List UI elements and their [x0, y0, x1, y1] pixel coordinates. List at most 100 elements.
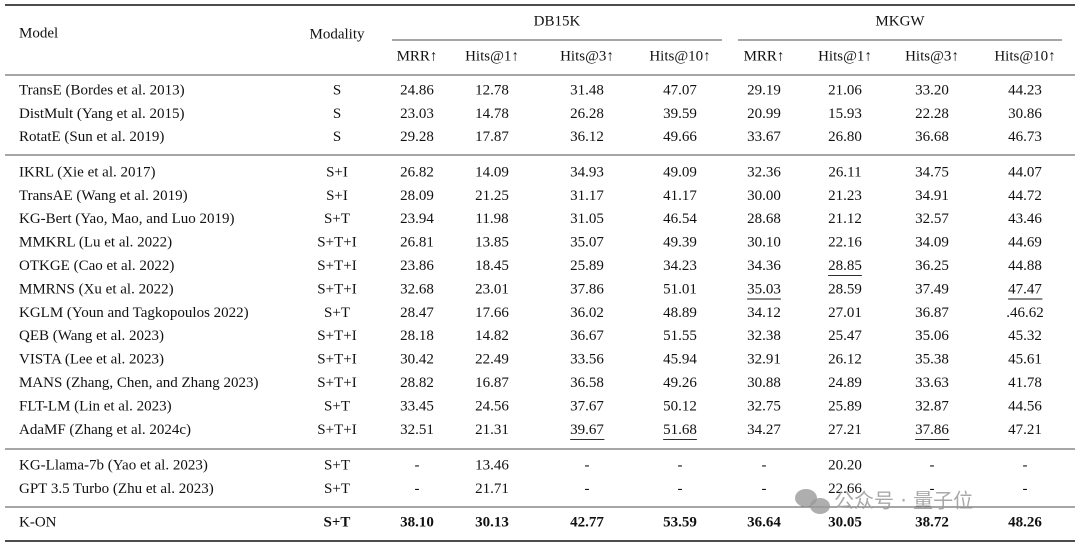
metric-value: 42.77	[570, 514, 604, 530]
model-name: VISTA (Lee et al. 2023)	[19, 352, 164, 368]
header-modality: Modality	[310, 26, 365, 42]
metric-value: 28.68	[747, 211, 781, 227]
metric-value: 24.56	[475, 398, 509, 414]
metric-value: 32.75	[747, 398, 781, 414]
model-name: KG-Llama-7b (Yao et al. 2023)	[19, 457, 208, 473]
header-metric: Hits@10↑	[994, 48, 1055, 64]
header-model: Model	[19, 25, 58, 41]
modality: S+T+I	[317, 281, 356, 297]
metric-value: 34.09	[915, 235, 949, 251]
modality: S+I	[326, 188, 348, 204]
metric-value: 48.89	[663, 305, 697, 321]
metric-value: 14.78	[475, 106, 509, 122]
metric-value: 31.05	[570, 211, 604, 227]
metric-value: 16.87	[475, 375, 509, 391]
header-group: DB15K	[534, 13, 581, 29]
metric-value: 28.18	[400, 328, 434, 344]
metric-value: -	[1023, 481, 1028, 497]
metric-value: 44.07	[1008, 164, 1042, 180]
header-metric: Hits@3↑	[560, 48, 614, 64]
metric-value: 26.81	[400, 235, 434, 251]
metric-value: 49.26	[663, 375, 697, 391]
metric-value: 27.21	[828, 422, 862, 438]
modality: S+T	[324, 457, 350, 473]
metric-value: 36.25	[915, 258, 949, 274]
model-name: K-ON	[19, 514, 57, 530]
metric-value: 32.36	[747, 164, 781, 180]
metric-value: 13.46	[475, 457, 509, 473]
model-name: TransAE (Wang et al. 2019)	[19, 188, 188, 204]
metric-value: 23.94	[400, 211, 434, 227]
model-name: DistMult (Yang et al. 2015)	[19, 106, 185, 122]
modality: S+T	[324, 398, 350, 414]
metric-value: 44.56	[1008, 398, 1042, 414]
metric-value: -	[678, 457, 683, 473]
metric-value: 50.12	[663, 398, 697, 414]
metric-value: 47.07	[663, 82, 697, 98]
header-metric: Hits@1↑	[818, 48, 872, 64]
metric-value: -	[930, 481, 935, 497]
metric-value: 34.27	[747, 422, 781, 438]
modality: S	[333, 129, 341, 145]
metric-value: 22.16	[828, 235, 862, 251]
metric-value: 37.67	[570, 398, 604, 414]
metric-value: 36.68	[915, 129, 949, 145]
metric-value: -	[762, 457, 767, 473]
metric-value: 47.21	[1008, 422, 1042, 438]
metric-value: 26.80	[828, 129, 862, 145]
metric-value: 21.06	[828, 82, 862, 98]
metric-value: 45.94	[663, 352, 697, 368]
metric-value: 34.93	[570, 164, 604, 180]
metric-value: 32.51	[400, 422, 434, 438]
model-name: MANS (Zhang, Chen, and Zhang 2023)	[19, 375, 259, 391]
header-group: MKGW	[875, 13, 925, 29]
modality: S+T+I	[317, 328, 356, 344]
metric-value: 31.48	[570, 82, 604, 98]
metric-value: 24.86	[400, 82, 434, 98]
watermark: 公众号 · 量子位	[834, 489, 973, 513]
metric-value: 45.61	[1008, 352, 1042, 368]
metric-value: 29.19	[747, 82, 781, 98]
metric-value: 18.45	[475, 258, 509, 274]
metric-value: 13.85	[475, 235, 509, 251]
metric-value: 34.23	[663, 258, 697, 274]
header-metric: Hits@3↑	[905, 48, 959, 64]
metric-value: 21.23	[828, 188, 862, 204]
metric-value: 20.99	[747, 106, 781, 122]
metric-value: 49.66	[663, 129, 697, 145]
metric-value: 14.09	[475, 164, 509, 180]
metric-value: 22.66	[828, 481, 862, 497]
model-name: OTKGE (Cao et al. 2022)	[19, 258, 174, 274]
metric-value: 26.12	[828, 352, 862, 368]
metric-value: 43.46	[1008, 211, 1042, 227]
metric-value: 25.47	[828, 328, 862, 344]
metric-value: 33.63	[915, 375, 949, 391]
metric-value: 22.49	[475, 352, 509, 368]
metric-value: 26.28	[570, 106, 604, 122]
metric-value: 28.85	[828, 258, 862, 274]
modality: S+I	[326, 164, 348, 180]
metric-value: 30.00	[747, 188, 781, 204]
metric-value: 22.28	[915, 106, 949, 122]
metric-value: 26.11	[828, 164, 861, 180]
metric-value: -	[930, 457, 935, 473]
modality: S+T+I	[317, 258, 356, 274]
metric-value: 28.47	[400, 305, 434, 321]
metric-value: 44.72	[1008, 188, 1042, 204]
metric-value: -	[415, 481, 420, 497]
modality: S+T+I	[317, 352, 356, 368]
modality: S+T	[324, 514, 351, 530]
metric-value: 33.45	[400, 398, 434, 414]
metric-value: -	[678, 481, 683, 497]
metric-value: 26.82	[400, 164, 434, 180]
metric-value: 46.73	[1008, 129, 1042, 145]
modality: S+T+I	[317, 235, 356, 251]
metric-value: 38.72	[915, 514, 949, 530]
metric-value: 35.03	[747, 281, 781, 297]
model-name: TransE (Bordes et al. 2013)	[19, 82, 185, 98]
metric-value: 35.38	[915, 352, 949, 368]
metric-value: 36.58	[570, 375, 604, 391]
metric-value: 32.87	[915, 398, 949, 414]
metric-value: 27.01	[828, 305, 862, 321]
metric-value: 17.66	[475, 305, 509, 321]
